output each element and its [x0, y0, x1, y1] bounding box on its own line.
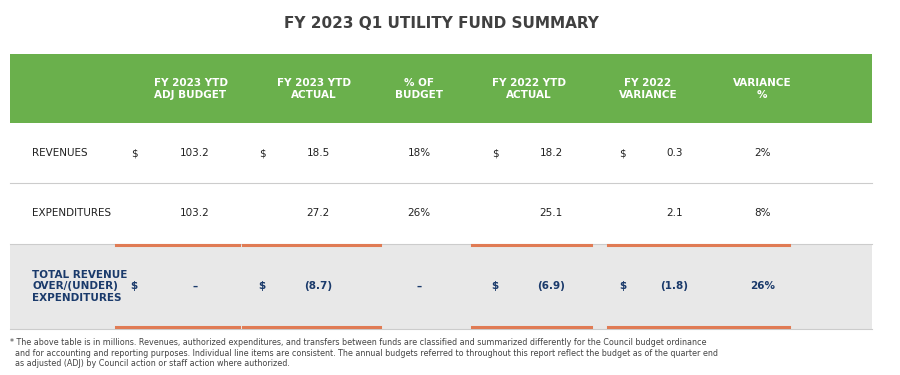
Text: 26%: 26%: [750, 281, 775, 291]
Text: $: $: [619, 148, 626, 158]
Text: 18.2: 18.2: [540, 148, 562, 158]
Text: –: –: [193, 281, 197, 291]
Text: VARIANCE
%: VARIANCE %: [734, 78, 792, 100]
Text: –: –: [417, 281, 422, 291]
FancyBboxPatch shape: [10, 243, 872, 329]
Text: 0.3: 0.3: [666, 148, 682, 158]
Text: $: $: [131, 148, 138, 158]
Text: 103.2: 103.2: [180, 209, 210, 219]
Text: FY 2022
VARIANCE: FY 2022 VARIANCE: [618, 78, 678, 100]
Text: (8.7): (8.7): [304, 281, 332, 291]
Text: (1.8): (1.8): [661, 281, 688, 291]
Text: EXPENDITURES: EXPENDITURES: [32, 209, 112, 219]
Text: FY 2022 YTD
ACTUAL: FY 2022 YTD ACTUAL: [492, 78, 566, 100]
Text: TOTAL REVENUE
OVER/(UNDER)
EXPENDITURES: TOTAL REVENUE OVER/(UNDER) EXPENDITURES: [32, 270, 128, 303]
Text: $: $: [258, 281, 265, 291]
Text: 18%: 18%: [408, 148, 431, 158]
Text: $: $: [130, 281, 138, 291]
Text: 103.2: 103.2: [180, 148, 210, 158]
Text: 26%: 26%: [408, 209, 431, 219]
Text: $: $: [491, 281, 499, 291]
Text: % OF
BUDGET: % OF BUDGET: [395, 78, 444, 100]
Text: $: $: [491, 148, 499, 158]
Text: 8%: 8%: [754, 209, 770, 219]
Text: 25.1: 25.1: [540, 209, 562, 219]
Text: $: $: [258, 148, 265, 158]
FancyBboxPatch shape: [10, 183, 872, 243]
Text: $: $: [619, 281, 626, 291]
Text: * The above table is in millions. Revenues, authorized expenditures, and transfe: * The above table is in millions. Revenu…: [10, 338, 718, 368]
Text: 27.2: 27.2: [307, 209, 329, 219]
Text: 2.1: 2.1: [666, 209, 683, 219]
FancyBboxPatch shape: [10, 54, 872, 123]
Text: FY 2023 Q1 UTILITY FUND SUMMARY: FY 2023 Q1 UTILITY FUND SUMMARY: [284, 16, 598, 31]
Text: (6.9): (6.9): [537, 281, 565, 291]
FancyBboxPatch shape: [10, 123, 872, 183]
Text: 18.5: 18.5: [307, 148, 329, 158]
Text: FY 2023 YTD
ADJ BUDGET: FY 2023 YTD ADJ BUDGET: [154, 78, 228, 100]
Text: FY 2023 YTD
ACTUAL: FY 2023 YTD ACTUAL: [276, 78, 351, 100]
Text: 2%: 2%: [754, 148, 770, 158]
Text: REVENUES: REVENUES: [32, 148, 88, 158]
